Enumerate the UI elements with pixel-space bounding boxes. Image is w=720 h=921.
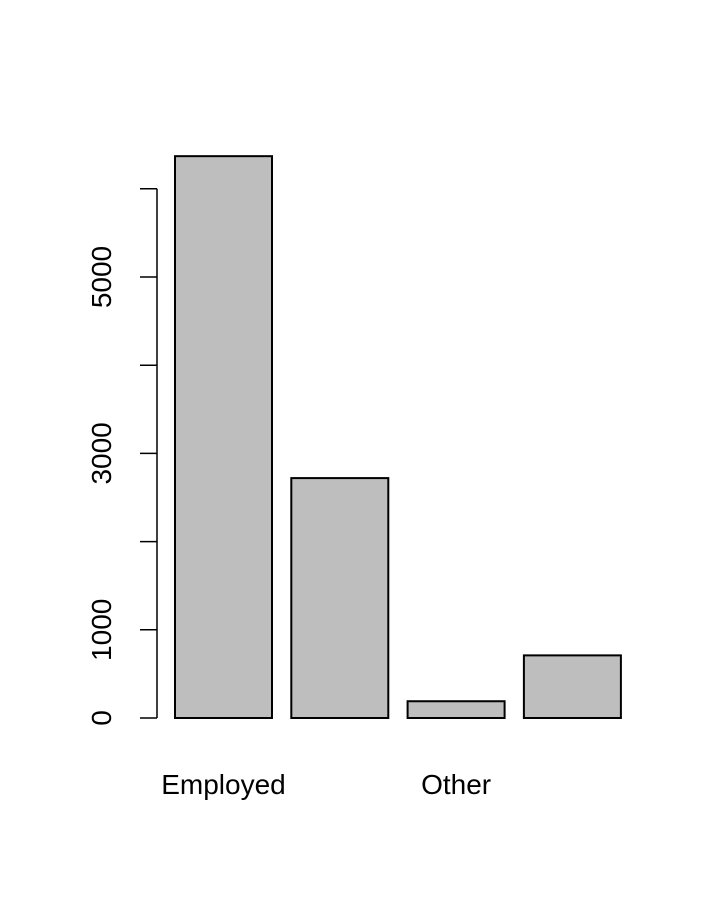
bars xyxy=(174,155,622,720)
bar xyxy=(522,654,622,719)
x-tick-label: Other xyxy=(421,769,491,800)
y-tick-label: 1000 xyxy=(86,599,117,661)
bar xyxy=(406,700,506,720)
bar xyxy=(290,477,390,720)
y-tick-label: 5000 xyxy=(86,246,117,308)
y-axis: 0 1000 3000 5000 xyxy=(86,188,158,726)
y-tick-label: 0 xyxy=(86,710,117,726)
x-tick-label: Employed xyxy=(161,769,286,800)
bar xyxy=(174,155,273,719)
y-tick-label: 3000 xyxy=(86,422,117,484)
x-axis-labels: Employed Other xyxy=(161,769,491,800)
